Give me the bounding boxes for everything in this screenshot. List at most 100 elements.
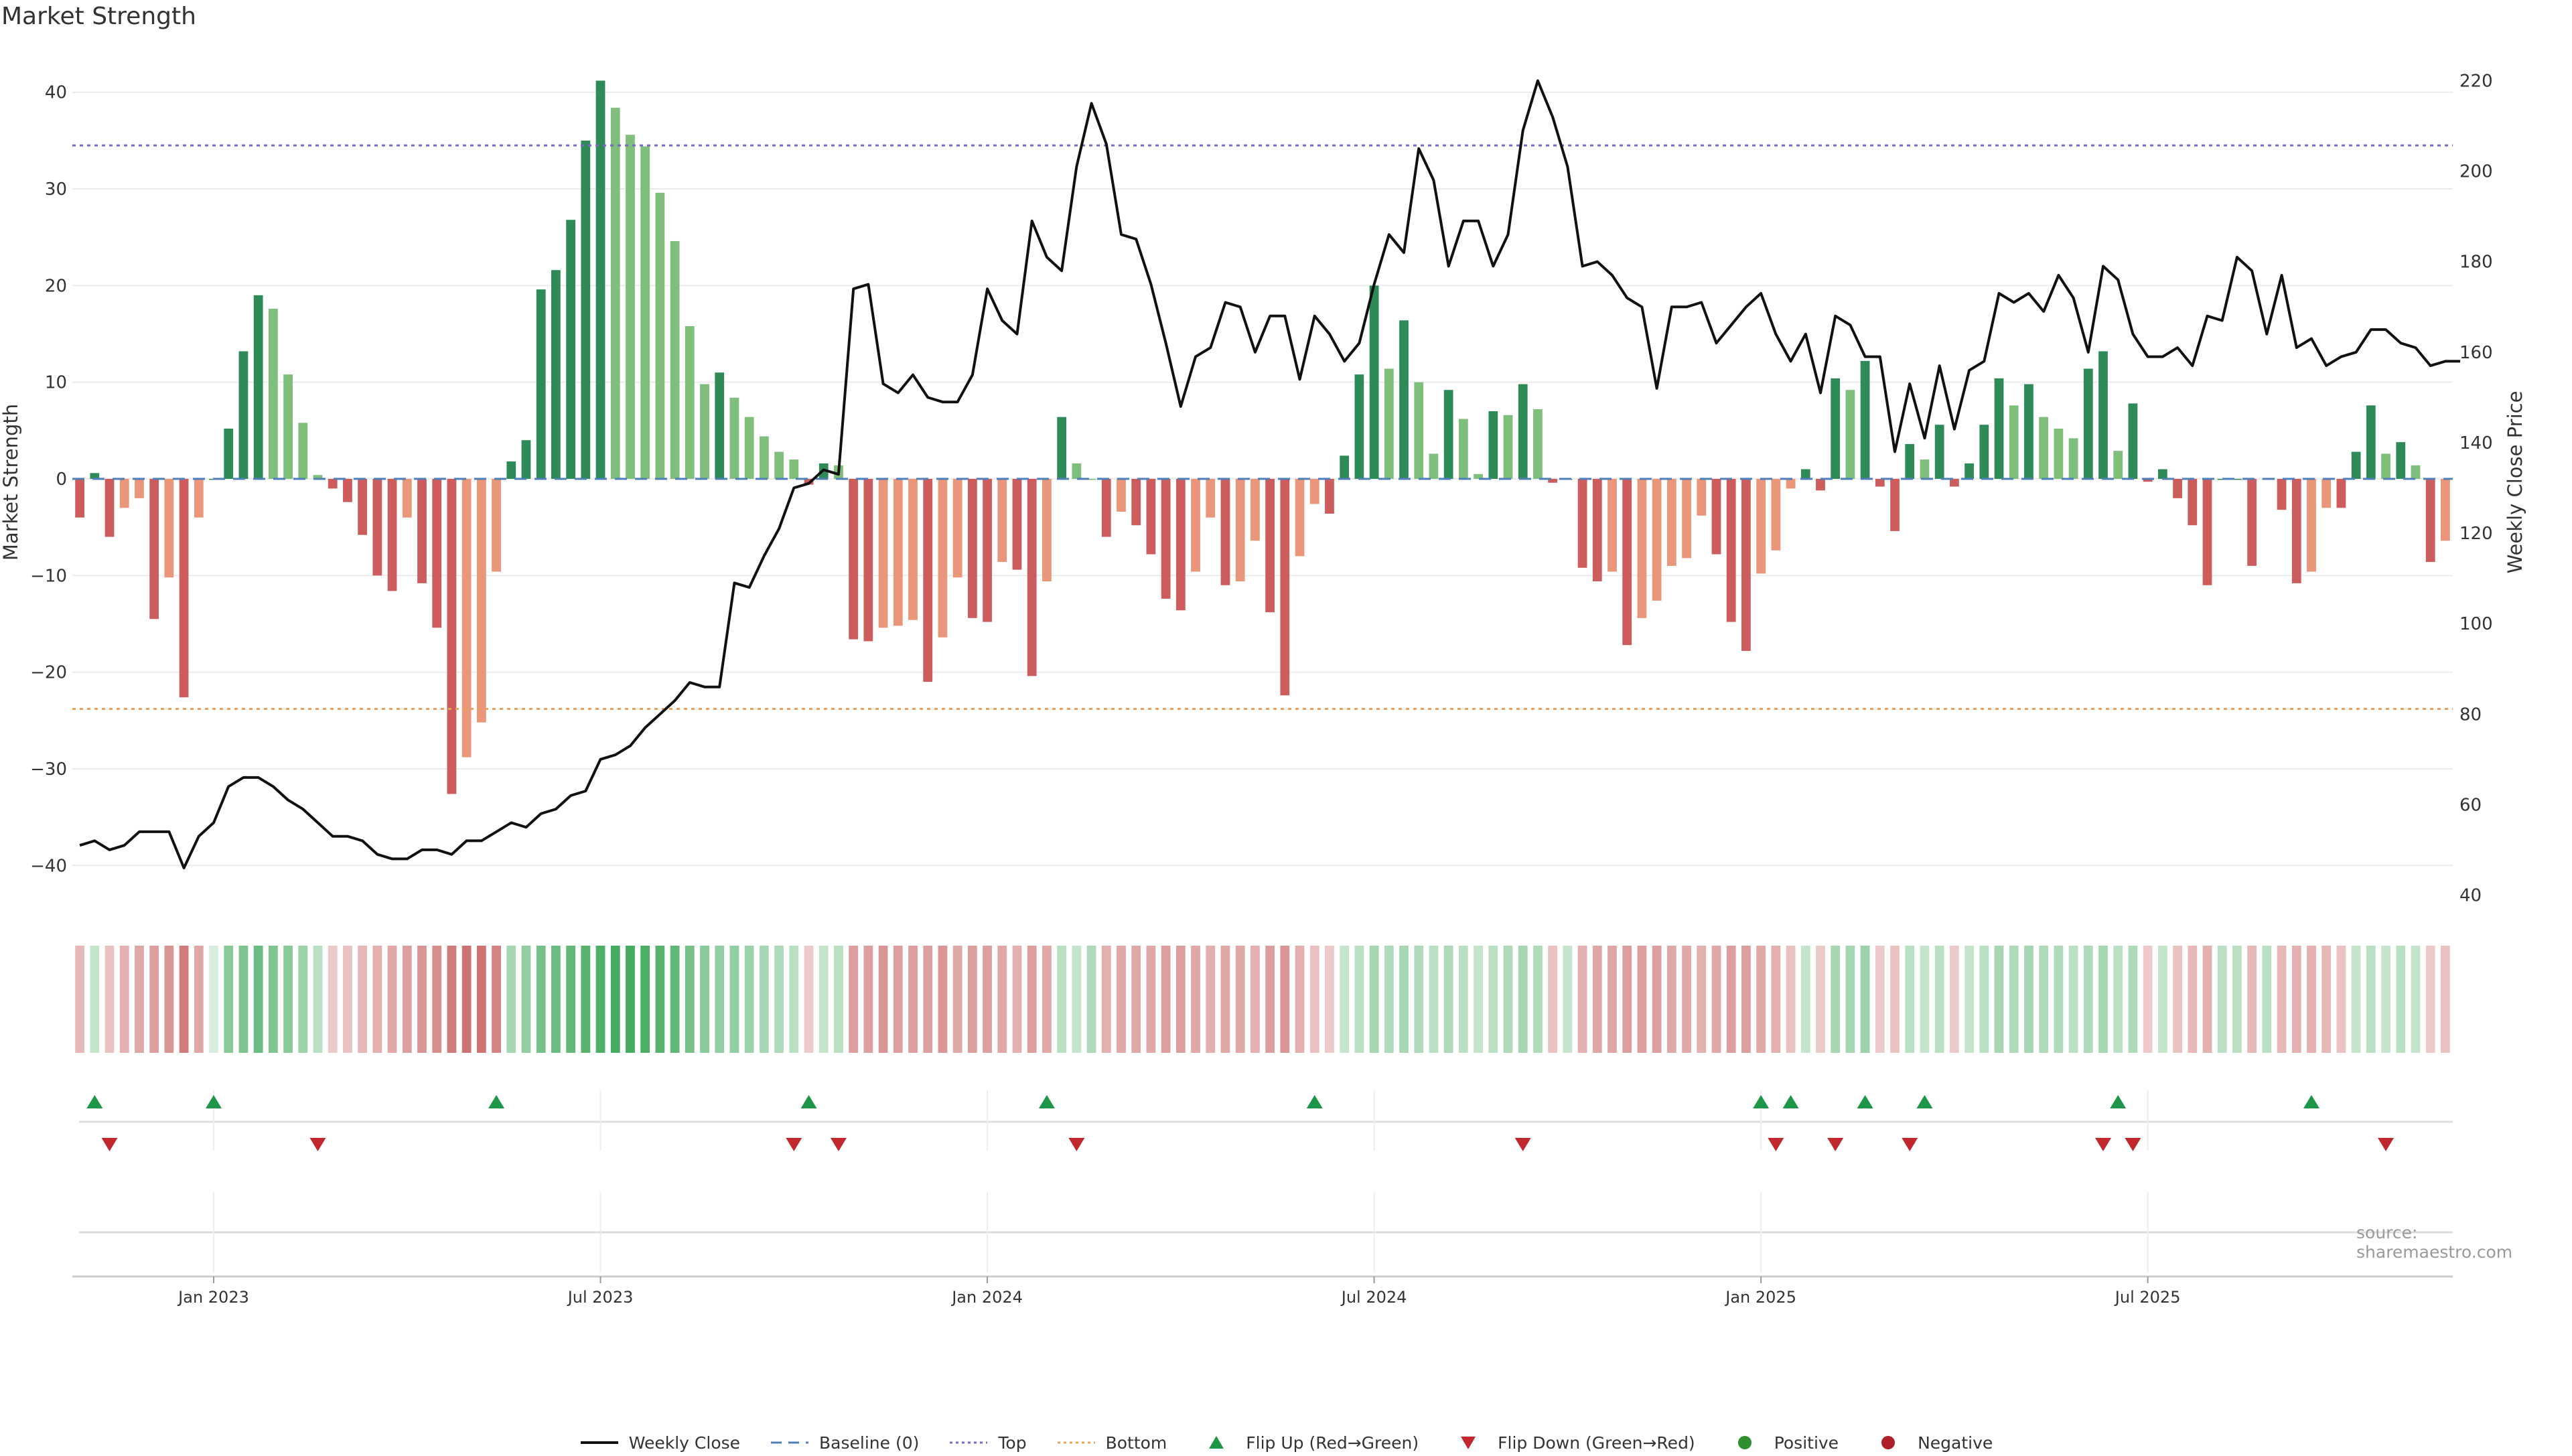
heat-band-cell <box>238 946 248 1053</box>
strength-bar <box>1131 479 1141 526</box>
tri-up-legend-symbol <box>1209 1436 1224 1449</box>
heat-band-cell <box>1875 946 1885 1053</box>
heat-band-cell <box>2157 946 2167 1053</box>
flip-up-marker <box>2303 1095 2319 1108</box>
heat-band-cell <box>2188 946 2198 1053</box>
y-tick-label: −20 <box>30 663 67 683</box>
strength-bar <box>938 479 948 638</box>
strength-bar <box>1265 479 1275 613</box>
heat-band-cell <box>2217 946 2227 1053</box>
strength-bar <box>2068 438 2078 479</box>
strength-bar <box>1831 378 1841 479</box>
heat-band-cell <box>209 946 218 1053</box>
flip-down-marker <box>101 1138 118 1151</box>
strength-bar <box>789 459 799 479</box>
source-note: source: sharemaestro.com <box>2356 1223 2513 1262</box>
strength-bar <box>1592 479 1602 581</box>
strength-bar <box>135 479 144 498</box>
heat-band-cell <box>1414 946 1424 1053</box>
heat-band-cell <box>2173 946 2182 1053</box>
flip-up-marker <box>488 1095 505 1108</box>
legend-label: Negative <box>1918 1433 1993 1453</box>
heat-band-cell <box>2381 946 2390 1053</box>
flip-up-marker <box>1916 1095 1933 1108</box>
strength-bar <box>536 289 546 479</box>
strength-bar <box>626 135 635 479</box>
heat-band-cell <box>1295 946 1305 1053</box>
heat-band-cell <box>536 946 546 1053</box>
heat-band-cell <box>566 946 576 1053</box>
heat-band-cell <box>744 946 754 1053</box>
heat-band-cell <box>2009 946 2019 1053</box>
y-tick-label: −10 <box>30 566 67 586</box>
strength-bar <box>1652 479 1662 601</box>
heat-band-cell <box>1503 946 1513 1053</box>
flip-down-marker <box>1514 1138 1531 1151</box>
flip-up-marker <box>1857 1095 1873 1108</box>
strength-bar <box>1845 390 1855 479</box>
legend-item: Baseline (0) <box>770 1433 919 1453</box>
heat-band-cell <box>1384 946 1394 1053</box>
flip-down-marker <box>1827 1138 1844 1151</box>
strength-bar <box>476 479 486 723</box>
strength-bar <box>1117 479 1126 512</box>
chart-title: Market Strength <box>1 3 196 30</box>
heat-band-cell <box>119 946 129 1053</box>
strength-bar <box>878 479 888 628</box>
strength-bar <box>2277 479 2287 510</box>
strength-bar <box>2307 479 2316 572</box>
strength-bar <box>1533 409 1543 479</box>
strength-bar <box>1101 479 1111 537</box>
strength-bar <box>119 479 129 508</box>
heat-band-cell <box>729 946 739 1053</box>
strength-bar <box>1057 417 1067 479</box>
heat-band-cell <box>135 946 144 1053</box>
heat-band-cell <box>551 946 561 1053</box>
heat-band-cell <box>1666 946 1676 1053</box>
y-tick-label: 30 <box>45 179 67 200</box>
heat-band-cell <box>2068 946 2078 1053</box>
heat-band-cell <box>1920 946 1930 1053</box>
strength-bar <box>1235 479 1245 581</box>
heat-band-cell <box>90 946 100 1053</box>
flip-down-marker <box>1068 1138 1085 1151</box>
heat-band-cell <box>1072 946 1082 1053</box>
y2-tick-label: 220 <box>2459 72 2493 92</box>
flip-down-marker <box>830 1138 847 1151</box>
heat-band-cell <box>1637 946 1647 1053</box>
heat-band-cell <box>2307 946 2316 1053</box>
strength-bar <box>923 479 933 682</box>
heat-band-cell <box>923 946 933 1053</box>
line-legend-symbol <box>580 1441 618 1444</box>
heat-band-cell <box>1146 946 1156 1053</box>
heat-band-cell <box>818 946 829 1053</box>
flip-up-marker <box>1782 1095 1799 1108</box>
heat-band-cell <box>1652 946 1662 1053</box>
strength-bar <box>1697 479 1707 516</box>
legend-item: Negative <box>1868 1433 1993 1453</box>
circle-neg-legend-symbol <box>1881 1436 1896 1449</box>
heat-band-cell <box>1786 946 1796 1053</box>
strength-bar <box>298 423 308 479</box>
heat-band-cell <box>387 946 397 1053</box>
heat-band-cell <box>1994 946 2004 1053</box>
strength-bar <box>655 192 665 479</box>
legend-item: Bottom <box>1056 1433 1167 1453</box>
heat-band-cell <box>2321 946 2332 1053</box>
strength-bar <box>1429 453 1439 479</box>
heat-band-cell <box>1117 946 1126 1053</box>
heat-band-cell <box>2113 946 2123 1053</box>
strength-bar <box>2128 403 2138 479</box>
heat-band-cell <box>715 946 725 1053</box>
strength-bar <box>2024 384 2033 479</box>
strength-bar <box>1384 368 1394 479</box>
heat-band-cell <box>164 946 174 1053</box>
heat-band-cell <box>2128 946 2138 1053</box>
strength-bar <box>387 479 397 591</box>
dash-legend-symbol <box>771 1441 809 1444</box>
heat-band-cell <box>655 946 665 1053</box>
strength-bar <box>893 479 903 626</box>
heat-band-cell <box>1369 946 1379 1053</box>
heat-band-cell <box>298 946 308 1053</box>
heat-band-cell <box>967 946 977 1053</box>
